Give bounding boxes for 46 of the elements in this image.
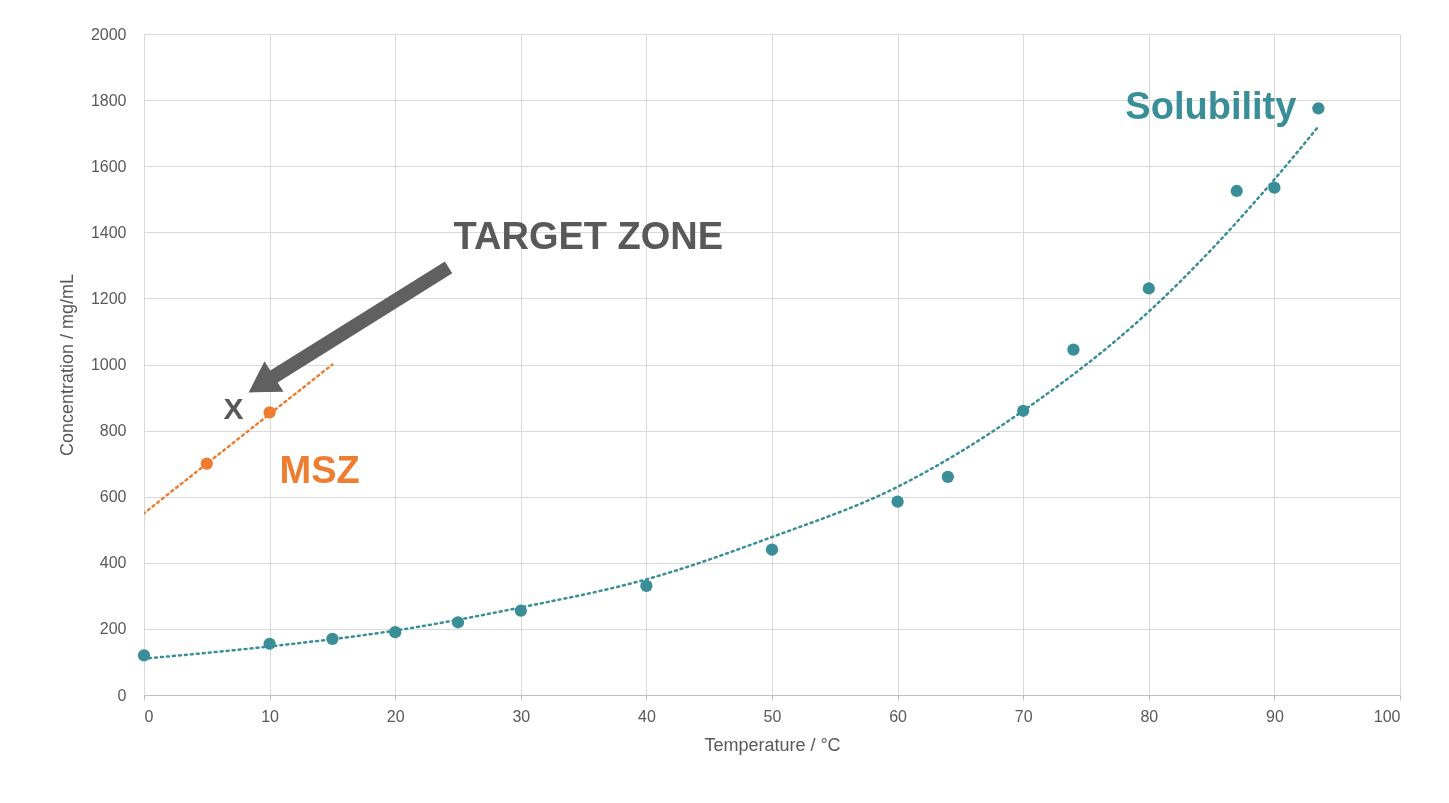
x-tick-label: 90: [1266, 707, 1284, 725]
series-label: MSZ: [279, 449, 360, 492]
y-tick-label: 600: [99, 488, 127, 506]
series-label: Solubility: [1125, 85, 1297, 128]
point: [326, 632, 339, 645]
point: [1230, 184, 1243, 198]
y-tick-label: 0: [117, 686, 127, 704]
point: [137, 649, 151, 662]
point: [514, 604, 527, 617]
x-tick-label: 30: [512, 707, 531, 725]
point: [1142, 282, 1155, 295]
point: [1312, 102, 1325, 115]
y-tick-label: 200: [99, 620, 127, 638]
point: [941, 470, 954, 483]
point: [640, 579, 653, 593]
point: [389, 626, 402, 639]
point: [891, 495, 904, 508]
x-tick-label: 50: [763, 707, 782, 725]
point: [200, 457, 213, 470]
annotation: TARGET ZONE: [453, 215, 724, 258]
y-tick-label: 1400: [90, 223, 127, 241]
y-tick-label: 1800: [90, 91, 127, 109]
y-tick-label: 2000: [90, 25, 127, 43]
annotation: X: [223, 392, 244, 426]
x-tick-label: 20: [386, 707, 405, 725]
point: [765, 543, 779, 556]
x-axis-title: Temperature / °C: [704, 734, 841, 755]
point: [1017, 404, 1030, 417]
y-tick-label: 1600: [90, 157, 127, 175]
x-tick-label: 70: [1014, 707, 1033, 725]
point: [1067, 343, 1080, 356]
x-tick-label: 40: [638, 707, 656, 725]
y-tick-label: 1200: [90, 289, 127, 307]
x-tick-label: 80: [1140, 707, 1159, 725]
y-tick-label: 800: [99, 422, 127, 440]
y-tick-label: 1000: [90, 356, 127, 373]
point: [263, 406, 276, 419]
x-tick-label: 10: [261, 707, 280, 725]
point: [263, 637, 276, 650]
y-tick-label: 400: [99, 554, 127, 572]
x-tick-label: 0: [144, 707, 154, 725]
point: [451, 616, 465, 629]
x-tick-label: 100: [1373, 707, 1401, 725]
y-axis-title: Concentration / mg/mL: [56, 273, 77, 457]
point: [1268, 181, 1281, 194]
x-tick-label: 60: [889, 707, 908, 725]
